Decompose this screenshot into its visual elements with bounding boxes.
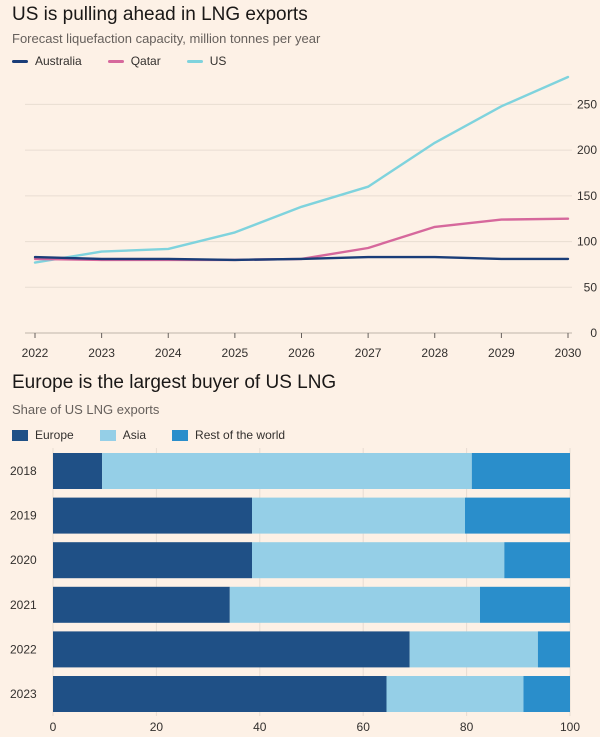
x-tick-label-40: 40 [253, 720, 267, 734]
legend-swatch-qatar [107, 59, 124, 63]
category-label-2019: 2019 [10, 509, 37, 523]
legend-item-rest: Rest of the world [172, 428, 285, 442]
legend-item-us: US [186, 54, 227, 68]
x-tick-label-60: 60 [357, 720, 371, 734]
bar-asia-2021 [229, 586, 480, 623]
bar-europe-2020 [53, 542, 252, 579]
bar-asia-2019 [252, 497, 465, 534]
legend-label-qatar: Qatar [130, 54, 161, 68]
y-tick-label-50: 50 [584, 280, 598, 294]
bar-rest-of-the-world-2022 [537, 631, 570, 668]
legend-swatch-rest [172, 429, 189, 441]
legend-swatch-us [186, 59, 203, 63]
x-tick-label-2030: 2030 [555, 346, 582, 360]
legend-label-asia: Asia [122, 428, 147, 442]
line-chart-subtitle: Forecast liquefaction capacity, million … [12, 31, 321, 46]
x-tick-label-80: 80 [460, 720, 474, 734]
legend-swatch-asia [99, 429, 116, 441]
bar-europe-2023 [53, 676, 387, 712]
category-label-2022: 2022 [10, 642, 37, 656]
series-line-australia [33, 255, 570, 262]
bar-rest-of-the-world-2020 [504, 542, 570, 579]
bar-rest-of-the-world-2018 [471, 453, 570, 489]
legend-item-qatar: Qatar [107, 54, 161, 68]
bar-asia-2022 [409, 631, 538, 668]
legend-swatch-europe [12, 429, 28, 441]
y-tick-label-200: 200 [577, 143, 597, 157]
bar-europe-2022 [53, 631, 410, 668]
y-tick-label-250: 250 [577, 97, 597, 111]
bar-chart-subtitle: Share of US LNG exports [12, 402, 160, 417]
legend-item-europe: Europe [12, 428, 74, 442]
line-chart: 0 50 100 150 200 250 2022 2023 2024 2025 2026 2027 2… [22, 75, 598, 360]
series-line-us [33, 75, 570, 264]
bar-asia-2023 [386, 676, 524, 712]
category-label-2018: 2018 [10, 464, 37, 478]
bar-asia-2018 [102, 453, 472, 489]
y-tick-label-0: 0 [590, 326, 597, 340]
x-tick-label-2026: 2026 [288, 346, 315, 360]
legend-item-asia: Asia [99, 428, 147, 442]
x-tick-label-2024: 2024 [155, 346, 182, 360]
legend-label-europe: Europe [35, 428, 74, 442]
bar-europe-2021 [53, 586, 230, 623]
legend-swatch-australia [12, 59, 28, 63]
legend-item-australia: Australia [12, 54, 82, 68]
bar-europe-2018 [53, 453, 103, 489]
bar-rest-of-the-world-2019 [465, 497, 570, 534]
line-chart-title: US is pulling ahead in LNG exports [12, 4, 308, 25]
x-tick-label-100: 100 [560, 720, 580, 734]
x-tick-label-20: 20 [150, 720, 164, 734]
bar-chart-title: Europe is the largest buyer of US LNG [12, 372, 337, 393]
x-tick-label-2028: 2028 [421, 346, 448, 360]
bar-europe-2019 [53, 497, 252, 534]
bar-rest-of-the-world-2023 [523, 676, 570, 712]
line-chart-legend: Australia Qatar US [12, 54, 252, 68]
bar-rest-of-the-world-2021 [480, 586, 570, 623]
category-label-2023: 2023 [10, 687, 37, 701]
bar-asia-2020 [252, 542, 505, 579]
legend-label-rest: Rest of the world [195, 428, 286, 442]
y-tick-label-100: 100 [577, 235, 597, 249]
x-tick-label-0: 0 [50, 720, 57, 734]
x-tick-label-2022: 2022 [22, 346, 49, 360]
legend-label-us: US [209, 54, 227, 68]
x-tick-label-2029: 2029 [488, 346, 515, 360]
x-tick-label-2025: 2025 [222, 346, 249, 360]
x-tick-label-2023: 2023 [88, 346, 115, 360]
category-label-2021: 2021 [10, 598, 37, 612]
legend-label-australia: Australia [35, 54, 82, 68]
bar-chart-legend: Europe Asia Rest of the world [12, 428, 311, 442]
x-tick-label-2027: 2027 [355, 346, 382, 360]
category-label-2020: 2020 [10, 553, 37, 567]
y-tick-label-150: 150 [577, 189, 597, 203]
